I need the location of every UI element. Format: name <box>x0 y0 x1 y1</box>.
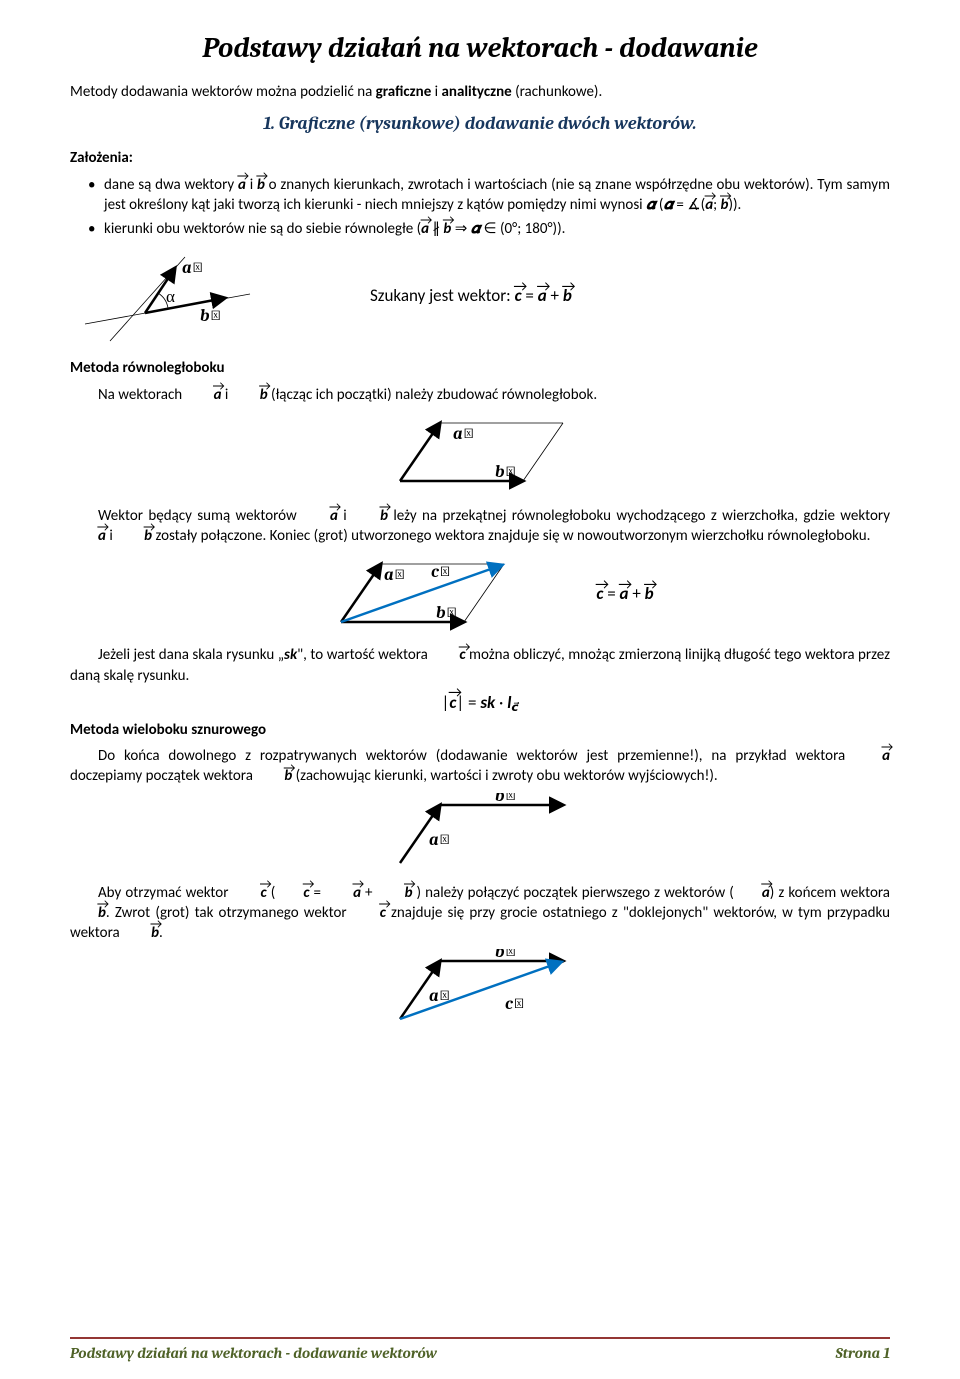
vec-b6: b <box>352 506 388 526</box>
footer-rule <box>70 1337 890 1339</box>
figure-parallelogram-1: a⃗ b⃗ <box>70 411 890 496</box>
assumptions-list: dane są dwa wektory a i b o znanych kier… <box>70 175 890 240</box>
alpha-3: 𝜶 <box>471 220 480 238</box>
vec-a3: a <box>421 219 429 239</box>
method1-heading: Metoda równoległoboku <box>70 358 890 378</box>
vec-b5: b <box>232 385 268 405</box>
section-1-heading: 1. Graficzne (rysunkowe) dodawanie dwóch… <box>70 112 890 136</box>
page-title: Podstawy działań na wektorach - dodawani… <box>70 30 890 68</box>
m2p2-t1: Aby otrzymać wektor <box>98 884 233 902</box>
method2-p2: Aby otrzymać wektor c (c = a + b ) należ… <box>70 883 890 944</box>
footer-row: Podstawy działań na wektorach - dodawani… <box>70 1343 890 1363</box>
vec-b12: b <box>123 923 159 943</box>
vec-a7: a <box>70 526 106 546</box>
figure-row-1: a⃗ α b⃗ Szukany jest wektor: c = a + b <box>70 249 890 344</box>
seek-equation: Szukany jest wektor: c = a + b <box>370 285 572 308</box>
svg-text:a⃗: a⃗ <box>384 566 405 585</box>
figure-parallelogram-2: a⃗ c⃗ b⃗ c = a + b <box>70 552 890 637</box>
vec-a2: a <box>705 195 713 215</box>
vec-c6: c <box>275 883 309 903</box>
l-sub: c⃗ <box>511 701 518 715</box>
intro-text-3: (rachunkowe). <box>512 83 603 101</box>
figure-chain-1: a⃗ b⃗ <box>70 793 890 873</box>
vec-a9: a <box>854 746 890 766</box>
intro-text-2: i <box>431 83 441 101</box>
vec-c1: c <box>515 285 522 308</box>
m1p3-t1: Jeżeli jest dana skala rysunku „ <box>98 646 284 664</box>
m2p2-t5: ) należy połączyć początek pierwszego z … <box>413 884 734 902</box>
svg-text:b⃗: b⃗ <box>495 949 516 962</box>
svg-text:c⃗: c⃗ <box>431 563 451 582</box>
svg-text:α: α <box>166 287 175 306</box>
svg-text:b⃗: b⃗ <box>200 307 221 326</box>
vec-a: a <box>238 175 246 195</box>
intro-bold-1: graficzne <box>376 83 432 101</box>
method1-p1: Na wektorach a i b (łącząc ich początki)… <box>70 385 890 405</box>
vec-b9: b <box>256 766 292 786</box>
svg-text:b⃗: b⃗ <box>436 604 457 623</box>
vec-a6: a <box>302 506 338 526</box>
m2p2-t6: ) z końcem wektora <box>770 884 890 902</box>
assumption-item-2: kierunki obu wektorów nie są do siebie r… <box>88 219 890 239</box>
footer-right: Strona 1 <box>835 1343 890 1363</box>
times-dot: · <box>495 692 507 713</box>
vec-c7: c <box>352 903 386 923</box>
method1-title: Metoda równoległoboku <box>70 359 225 377</box>
svg-text:b⃗: b⃗ <box>495 463 516 482</box>
alpha-1: 𝜶 <box>646 196 655 214</box>
vec-c3: c <box>431 645 465 665</box>
intro-paragraph: Metody dodawania wektorów można podzieli… <box>70 82 890 102</box>
vec-c2: c <box>596 583 603 606</box>
intro-text-1: Metody dodawania wektorów można podzieli… <box>70 83 376 101</box>
method1-p2: Wektor będący sumą wektorów a i b leży n… <box>70 506 890 547</box>
eq-c-ab: c = a + b <box>596 583 653 606</box>
vec-a4: a <box>538 285 547 308</box>
m2p1-t2: doczepiamy początek wektora <box>70 767 256 785</box>
vec-c4: c <box>449 692 456 715</box>
vec-c5: c <box>233 883 267 903</box>
intro-bold-2: analityczne <box>441 83 511 101</box>
vec-b3: b <box>443 219 451 239</box>
figure-chain-2: a⃗ b⃗ c⃗ <box>70 949 890 1034</box>
li1-t5: = ∡( <box>673 196 705 214</box>
method2-heading: Metoda wieloboku sznurowego <box>70 720 890 740</box>
vec-b2: b <box>721 195 729 215</box>
svg-text:a⃗: a⃗ <box>429 987 450 1006</box>
vec-a8: a <box>620 583 629 606</box>
vec-b11: b <box>70 903 106 923</box>
svg-text:a⃗: a⃗ <box>429 831 450 850</box>
assumptions-label: Założenia: <box>70 148 890 168</box>
vec-a11: a <box>734 883 770 903</box>
m1p3-t2: ", to wartość wektora <box>297 646 431 664</box>
li1-t1: dane są dwa wektory <box>104 176 238 194</box>
svg-text:a⃗: a⃗ <box>182 259 203 278</box>
seek-pre: Szukany jest wektor: <box>370 285 515 306</box>
m1p1-t1: Na wektorach <box>98 386 186 404</box>
footer-left: Podstawy działań na wektorach - dodawani… <box>70 1343 437 1363</box>
m1p2-t5: zostały połączone. Koniec (grot) utworzo… <box>152 527 870 545</box>
li2-t1: kierunki obu wektorów nie są do siebie r… <box>104 220 421 238</box>
vec-b: b <box>257 175 265 195</box>
sk-1: sk <box>284 646 297 664</box>
svg-text:b⃗: b⃗ <box>495 793 516 806</box>
method1-p3: Jeżeli jest dana skala rysunku „sk", to … <box>70 645 890 686</box>
svg-text:a⃗: a⃗ <box>453 425 474 444</box>
vec-a5: a <box>186 385 222 405</box>
sk-2: sk <box>480 692 495 713</box>
vec-b7: b <box>116 526 152 546</box>
m1p1-t3: (łącząc ich początki) należy zbudować ró… <box>268 386 597 404</box>
angle-diagram: a⃗ α b⃗ <box>70 249 290 344</box>
svg-text:c⃗: c⃗ <box>505 995 525 1014</box>
m2p1-t3: (zachowując kierunki, wartości i zwroty … <box>292 767 717 785</box>
assumption-item-1: dane są dwa wektory a i b o znanych kier… <box>88 175 890 216</box>
m2p1-t1: Do końca dowolnego z rozpatrywanych wekt… <box>98 747 854 765</box>
li2-t4: ∈ (0°; 180°)). <box>480 220 565 238</box>
vec-b4: b <box>563 285 572 308</box>
alpha-2: 𝜶 <box>663 196 672 214</box>
m1p2-t3: leży na przekątnej równoległoboku wychod… <box>388 507 890 525</box>
method2-p1: Do końca dowolnego z rozpatrywanych wekt… <box>70 746 890 787</box>
vec-b8: b <box>645 583 654 606</box>
modulus-equation: |c| = sk · lc⃗ <box>70 692 890 716</box>
